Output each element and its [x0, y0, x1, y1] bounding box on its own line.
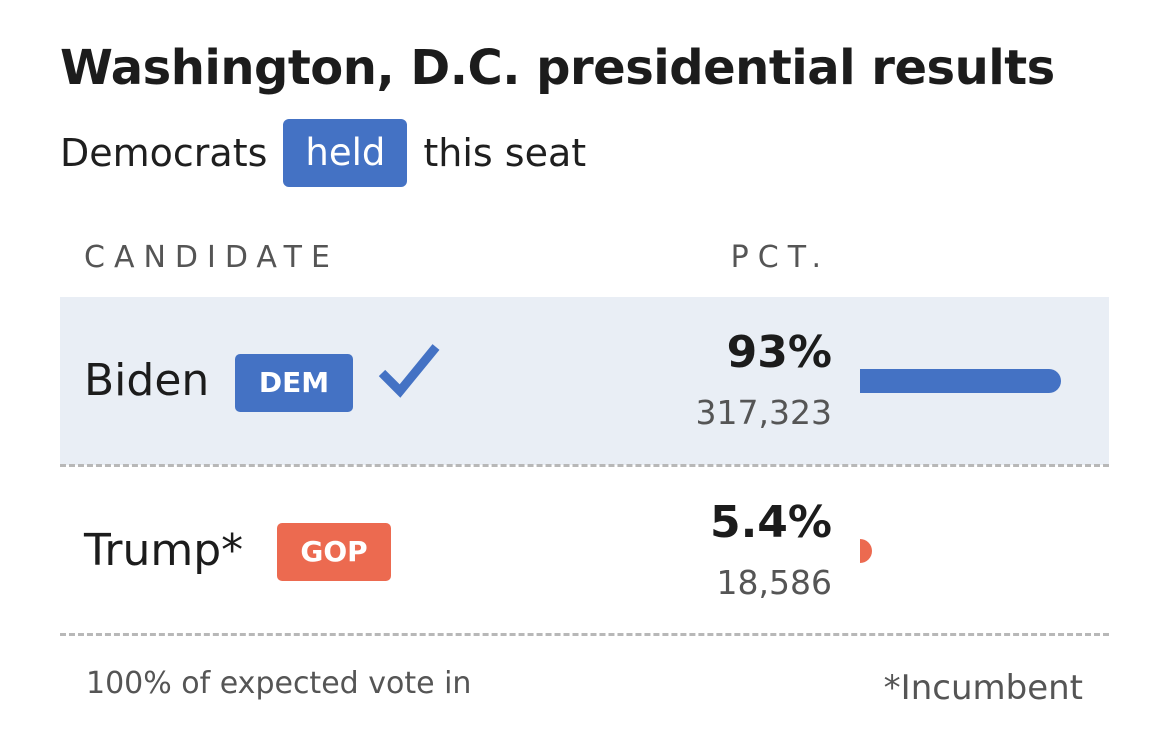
candidate-name: Trump*	[84, 525, 244, 576]
status-suffix: this seat	[423, 131, 587, 175]
vote-count: 18,586	[716, 563, 832, 602]
status-badge: held	[283, 119, 408, 187]
status-prefix: Democrats	[60, 131, 268, 175]
expected-vote-note: 100% of expected vote in	[86, 666, 472, 701]
party-badge-dem: DEM	[235, 354, 353, 412]
incumbent-note: *Incumbent	[883, 668, 1083, 708]
vote-bar-dem	[860, 369, 1061, 393]
vote-percent: 5.4%	[709, 497, 832, 548]
vote-bar-track	[860, 539, 1076, 563]
checkmark-icon	[378, 344, 440, 398]
vote-bar-track	[860, 369, 1076, 393]
row-divider	[60, 633, 1109, 636]
candidate-name: Biden	[84, 355, 210, 406]
party-badge-gop: GOP	[277, 523, 391, 581]
vote-bar-gop	[860, 539, 872, 563]
column-header-pct: PCT.	[730, 240, 830, 275]
vote-percent: 93%	[726, 327, 832, 378]
race-status: Democrats held this seat	[60, 118, 586, 188]
column-header-candidate: CANDIDATE	[84, 240, 339, 275]
page-title: Washington, D.C. presidential results	[60, 40, 1055, 96]
table-row-trump: Trump* GOP 5.4% 18,586	[60, 467, 1109, 633]
table-row-biden: Biden DEM 93% 317,323	[60, 297, 1109, 465]
vote-count: 317,323	[695, 393, 832, 432]
row-divider	[60, 464, 1109, 467]
